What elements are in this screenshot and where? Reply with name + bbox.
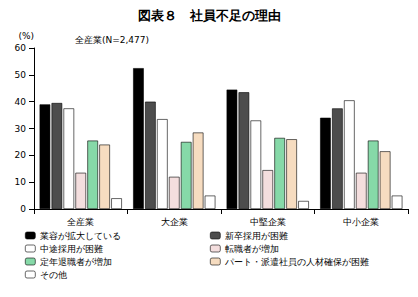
svg-text:全産業: 全産業 (67, 217, 94, 227)
svg-text:中小企業: 中小企業 (343, 217, 379, 227)
svg-text:30: 30 (15, 124, 27, 134)
svg-text:図表８ 社員不足の理由: 図表８ 社員不足の理由 (138, 8, 281, 23)
svg-text:20: 20 (15, 150, 27, 160)
svg-text:その他: その他 (40, 270, 67, 280)
svg-text:全産業(N=2,477): 全産業(N=2,477) (75, 35, 149, 45)
svg-text:新卒採用が困難: 新卒採用が困難 (225, 231, 288, 241)
svg-text:転職者が増加: 転職者が増加 (225, 244, 279, 254)
svg-text:業容が拡大している: 業容が拡大している (40, 231, 121, 241)
svg-text:(%): (%) (18, 31, 34, 41)
svg-text:40: 40 (15, 97, 27, 107)
svg-text:中途採用が困難: 中途採用が困難 (40, 244, 103, 254)
svg-text:大企業: 大企業 (161, 217, 188, 227)
svg-text:中堅企業: 中堅企業 (250, 217, 286, 227)
svg-text:パート・派遣社員の人材確保が困難: パート・派遣社員の人材確保が困難 (224, 257, 369, 267)
svg-text:50: 50 (15, 70, 27, 80)
svg-text:60: 60 (15, 43, 27, 53)
svg-text:10: 10 (15, 177, 27, 187)
svg-text:定年退職者が増加: 定年退職者が増加 (40, 257, 112, 267)
svg-text:0: 0 (20, 204, 26, 214)
